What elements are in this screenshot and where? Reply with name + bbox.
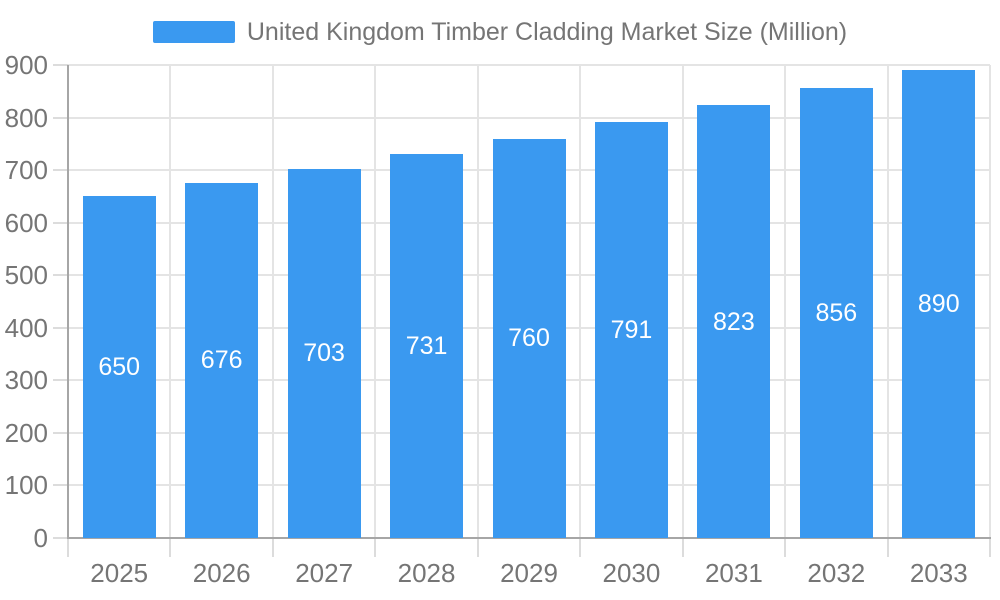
- bar[interactable]: [799, 88, 873, 538]
- v-gridline: [681, 65, 684, 538]
- y-axis-tick: [53, 169, 68, 172]
- y-axis-label: 800: [4, 102, 48, 133]
- bar[interactable]: [185, 182, 259, 538]
- x-axis-label: 2028: [397, 558, 456, 588]
- bar-value-label: 760: [508, 324, 550, 353]
- y-axis-label: 200: [4, 417, 48, 448]
- v-gridline: [784, 65, 787, 538]
- h-gridline: [68, 64, 990, 66]
- x-axis-label: 2030: [602, 558, 661, 588]
- legend[interactable]: United Kingdom Timber Cladding Market Si…: [0, 17, 1000, 47]
- x-axis-line: [67, 537, 991, 539]
- x-axis-label: 2029: [500, 558, 558, 588]
- x-axis-tick: [476, 538, 479, 557]
- v-gridline: [989, 65, 991, 538]
- legend-swatch: [152, 21, 235, 43]
- bar[interactable]: [287, 168, 361, 538]
- x-axis-label: 2025: [90, 558, 149, 588]
- bar-value-label: 823: [713, 307, 755, 336]
- y-axis-tick: [53, 431, 68, 434]
- x-axis-tick: [989, 538, 991, 557]
- x-axis-tick: [681, 538, 684, 557]
- y-axis-label: 400: [4, 312, 48, 343]
- x-axis-label: 2031: [704, 558, 763, 588]
- y-axis-line: [67, 65, 69, 539]
- bar[interactable]: [594, 122, 668, 538]
- y-axis-label: 0: [33, 523, 48, 553]
- y-axis-tick: [53, 116, 68, 119]
- y-axis-label: 500: [4, 260, 48, 291]
- x-axis-tick: [886, 538, 889, 557]
- y-axis-label: 900: [4, 50, 48, 80]
- y-axis-label: 100: [4, 470, 48, 501]
- v-gridline: [271, 65, 274, 538]
- bar[interactable]: [902, 70, 976, 538]
- x-axis-label: 2033: [909, 558, 968, 588]
- y-axis-tick: [53, 379, 68, 382]
- y-axis-tick: [53, 221, 68, 224]
- x-axis-tick: [579, 538, 582, 557]
- x-axis-label: 2032: [807, 558, 866, 588]
- bar[interactable]: [390, 153, 464, 538]
- x-axis-tick: [374, 538, 377, 557]
- bar[interactable]: [492, 138, 566, 538]
- bar[interactable]: [697, 105, 771, 538]
- v-gridline: [886, 65, 889, 538]
- x-axis-tick: [67, 538, 69, 557]
- bar[interactable]: [82, 196, 156, 538]
- bar-value-label: 890: [917, 290, 960, 319]
- y-axis-tick: [53, 537, 68, 539]
- x-axis-tick: [169, 538, 172, 557]
- v-gridline: [169, 65, 172, 538]
- x-axis-label: 2026: [192, 558, 251, 588]
- bar-value-label: 703: [303, 339, 345, 368]
- x-axis-tick: [784, 538, 787, 557]
- x-axis-label: 2027: [295, 558, 354, 588]
- bar-value-label: 650: [98, 353, 141, 382]
- bar-value-label: 731: [405, 331, 448, 360]
- y-axis-label: 700: [4, 155, 48, 186]
- v-gridline: [374, 65, 377, 538]
- v-gridline: [476, 65, 479, 538]
- legend-label: United Kingdom Timber Cladding Market Si…: [246, 17, 848, 46]
- v-gridline: [579, 65, 582, 538]
- bar-value-label: 791: [610, 316, 653, 345]
- x-axis-tick: [271, 538, 274, 557]
- y-axis-tick: [53, 64, 68, 66]
- y-axis-tick: [53, 274, 68, 277]
- h-gridline: [68, 116, 990, 119]
- y-axis-tick: [53, 326, 68, 329]
- bar-value-label: 676: [200, 346, 243, 375]
- bar-value-label: 856: [815, 299, 858, 328]
- y-axis-tick: [53, 484, 68, 487]
- y-axis-label: 600: [4, 207, 48, 238]
- y-axis-label: 300: [4, 365, 48, 396]
